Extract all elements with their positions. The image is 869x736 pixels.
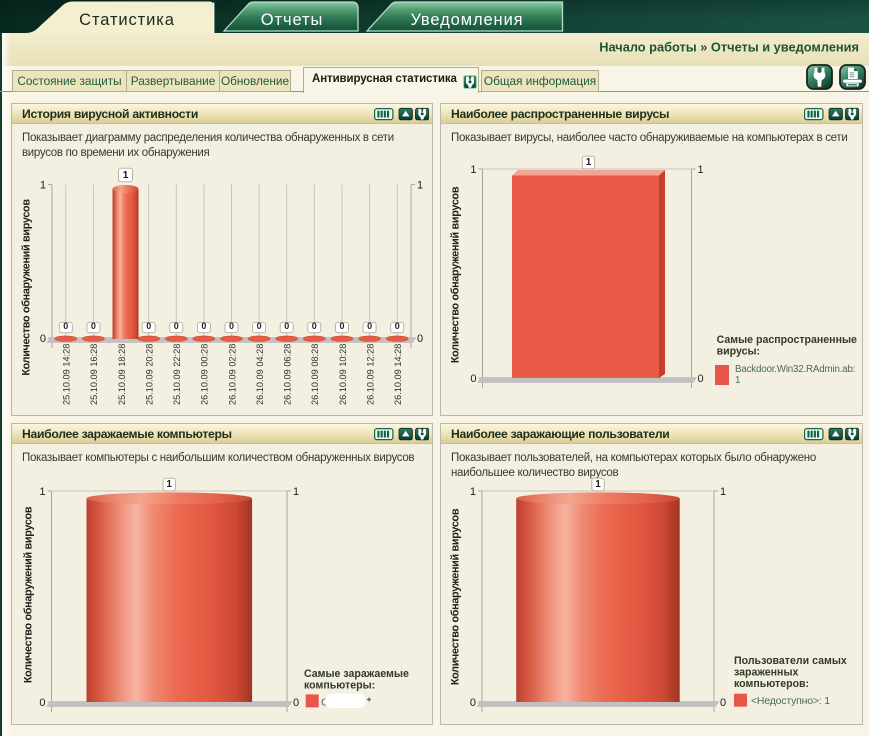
- svg-text:26.10.09 12:28: 26.10.09 12:28: [365, 344, 375, 405]
- svg-text:Пользователи самых: Пользователи самых: [734, 655, 847, 667]
- svg-text:0: 0: [63, 321, 68, 331]
- svg-text:0: 0: [174, 321, 179, 331]
- svg-text:25.10.09 22:28: 25.10.09 22:28: [172, 344, 182, 405]
- svg-text:0: 0: [39, 697, 45, 709]
- svg-text:вирусы:: вирусы:: [717, 346, 760, 358]
- svg-text:0: 0: [201, 321, 206, 331]
- svg-text:0: 0: [470, 697, 476, 709]
- svg-text:0: 0: [312, 321, 317, 331]
- svg-text:26.10.09 02:28: 26.10.09 02:28: [227, 344, 237, 405]
- svg-text:1: 1: [417, 180, 423, 192]
- svg-text:0: 0: [257, 321, 262, 331]
- svg-text:0: 0: [284, 321, 289, 331]
- svg-text:Самые заражаемые: Самые заражаемые: [304, 668, 409, 680]
- svg-text:компьютеры:: компьютеры:: [304, 680, 375, 692]
- svg-text:0: 0: [720, 697, 726, 709]
- svg-text:1: 1: [470, 164, 476, 176]
- svg-text:Количество обнаружений вирусов: Количество обнаружений вирусов: [450, 186, 462, 363]
- svg-text:компьютеров:: компьютеров:: [734, 678, 809, 690]
- svg-text:<Недоступно>: 1: <Недоступно>: 1: [751, 695, 830, 707]
- svg-text:0: 0: [470, 373, 476, 385]
- svg-text:26.10.09 00:28: 26.10.09 00:28: [200, 344, 210, 405]
- svg-text:26.10.09 14:28: 26.10.09 14:28: [393, 344, 403, 405]
- svg-text:Количество обнаружений вирусов: Количество обнаружений вирусов: [450, 508, 462, 685]
- svg-text:0: 0: [698, 373, 704, 385]
- svg-text:Самые распространенные: Самые распространенные: [717, 334, 857, 346]
- svg-text:зараженных: зараженных: [734, 667, 798, 679]
- svg-text:0: 0: [293, 697, 299, 709]
- svg-text:0: 0: [417, 333, 423, 345]
- svg-text:26.10.09 08:28: 26.10.09 08:28: [310, 344, 320, 405]
- svg-text:Количество обнаружений вирусов: Количество обнаружений вирусов: [21, 199, 33, 376]
- svg-text:25.10.09 20:28: 25.10.09 20:28: [145, 344, 155, 405]
- svg-text:26.10.09 10:28: 26.10.09 10:28: [338, 344, 348, 405]
- svg-text:0: 0: [146, 321, 151, 331]
- svg-text:1: 1: [293, 486, 299, 498]
- svg-text:0: 0: [395, 321, 400, 331]
- svg-text:1: 1: [586, 157, 592, 168]
- svg-text:1: 1: [123, 169, 129, 181]
- svg-text:Уведомления: Уведомления: [410, 11, 523, 29]
- svg-text:Backdoor.Win32.RAdmin.ab:: Backdoor.Win32.RAdmin.ab:: [735, 364, 855, 375]
- svg-text:26.10.09 04:28: 26.10.09 04:28: [255, 344, 265, 405]
- svg-text:0: 0: [229, 321, 234, 331]
- svg-text:1: 1: [735, 375, 740, 386]
- svg-text:25.10.09 16:28: 25.10.09 16:28: [89, 344, 99, 405]
- svg-text:0: 0: [91, 321, 96, 331]
- svg-text:0: 0: [339, 321, 344, 331]
- svg-text:Начало работы » Отчеты и уведо: Начало работы » Отчеты и уведомления: [599, 40, 859, 55]
- svg-text:25.10.09 18:28: 25.10.09 18:28: [117, 344, 127, 405]
- svg-text:Отчеты: Отчеты: [261, 11, 323, 29]
- svg-text:1: 1: [698, 164, 704, 176]
- svg-text:1: 1: [720, 486, 726, 498]
- svg-text:0: 0: [367, 321, 372, 331]
- svg-text:Статистика: Статистика: [79, 11, 175, 29]
- svg-text:1: 1: [166, 479, 172, 490]
- svg-text:1: 1: [39, 486, 45, 498]
- svg-text:Количество обнаружений вирусов: Количество обнаружений вирусов: [23, 506, 35, 683]
- svg-text:1: 1: [470, 486, 476, 498]
- svg-text:1: 1: [40, 180, 46, 192]
- svg-text:0: 0: [40, 333, 46, 345]
- svg-text:26.10.09 06:28: 26.10.09 06:28: [283, 344, 293, 405]
- svg-text:1: 1: [595, 479, 601, 490]
- svg-text:25.10.09 14:28: 25.10.09 14:28: [62, 344, 72, 405]
